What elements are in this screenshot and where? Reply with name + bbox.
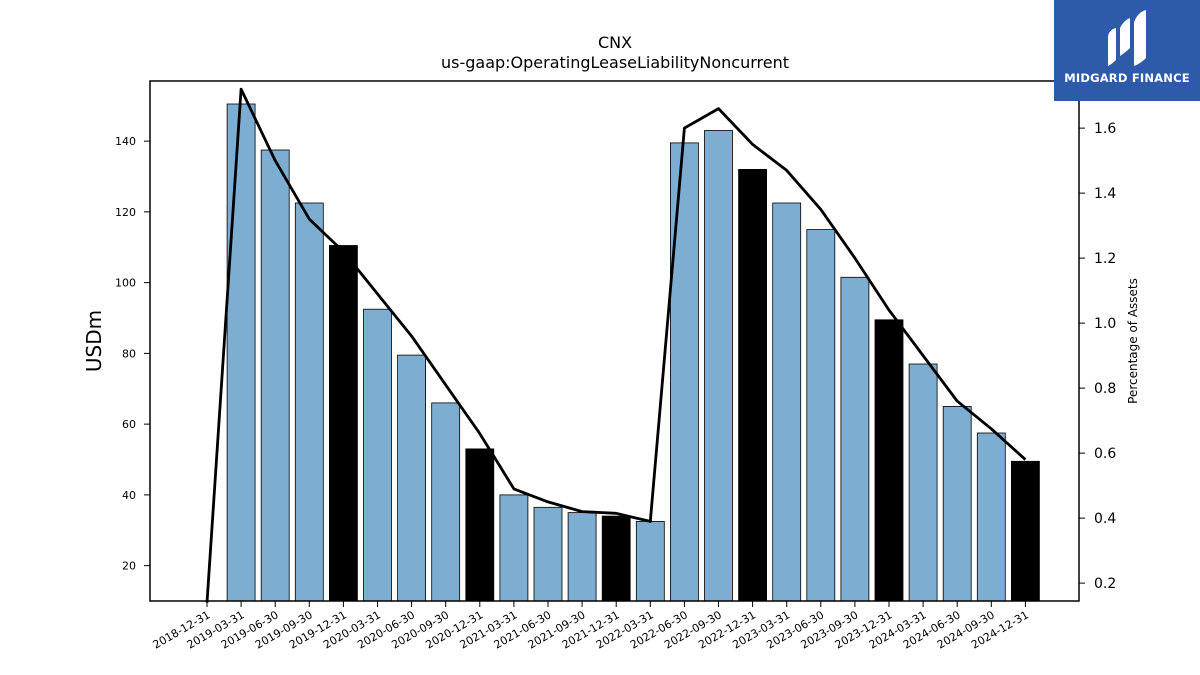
- y2-tick-label-1: 1.0: [1094, 316, 1116, 332]
- bar-2023-03-31: [772, 202, 802, 602]
- bar-2021-06-30: [533, 506, 563, 602]
- bar-2023-09-30: [840, 276, 870, 602]
- bar-2022-06-30: [670, 142, 699, 602]
- logo: MIDGARD FINANCE: [1054, 0, 1200, 101]
- bar-2020-12-31: [465, 448, 495, 602]
- bar-2020-09-30: [431, 402, 461, 602]
- bar-2024-06-30: [942, 405, 972, 602]
- bar-2019-03-31: [226, 103, 256, 602]
- bar-2020-03-31: [363, 308, 392, 602]
- midgard-logo-icon: [1108, 10, 1146, 66]
- y-tick-label-120: 120: [115, 206, 136, 219]
- y2-tick-label-1.2: 1.2: [1094, 251, 1116, 267]
- y-tick-label-140: 140: [115, 135, 136, 148]
- line-group: [205, 87, 1027, 603]
- y-tick-label-60: 60: [122, 418, 136, 431]
- bar-2021-12-31: [601, 515, 631, 602]
- x-axis: 2018-12-312019-03-312019-06-302019-09-30…: [151, 601, 1031, 652]
- bar-2022-03-31: [635, 521, 665, 602]
- plot-frame: [149, 80, 1080, 602]
- bar-2023-06-30: [806, 229, 836, 602]
- y-axis-right: 0.2 0.4 0.6 0.8 1.0 1.2 1.4 1.6: [1079, 121, 1116, 592]
- y-tick-label-40: 40: [122, 489, 136, 502]
- y2-tick-label-0.4: 0.4: [1094, 511, 1116, 527]
- chart-subtitle: us-gaap:OperatingLeaseLiabilityNoncurren…: [441, 53, 789, 72]
- chart-title: CNX: [598, 33, 632, 52]
- y2-tick-label-1.6: 1.6: [1094, 121, 1116, 137]
- bar-2019-12-31: [328, 245, 358, 602]
- bar-2024-09-30: [976, 432, 1006, 602]
- y2-tick-label-0.8: 0.8: [1094, 381, 1116, 397]
- y2-tick-label-0.2: 0.2: [1094, 576, 1116, 592]
- bars-group: [226, 103, 1040, 602]
- bar-2024-03-31: [908, 363, 938, 602]
- y-tick-label-100: 100: [115, 277, 136, 290]
- y-tick-label-20: 20: [122, 560, 136, 573]
- y2-tick-label-0.6: 0.6: [1094, 446, 1116, 462]
- bar-2019-09-30: [294, 202, 324, 602]
- y-axis-left: 20 40 60 80 100 120 140: [115, 135, 150, 573]
- bar-2024-12-31: [1011, 460, 1040, 602]
- bar-2021-03-31: [499, 494, 529, 602]
- bar-2023-12-31: [874, 319, 904, 602]
- bar-2022-12-31: [738, 168, 767, 602]
- y-axis-label: USDm: [82, 310, 106, 372]
- y2-axis-label: Percentage of Assets: [1126, 278, 1140, 404]
- bar-2022-09-30: [704, 130, 733, 602]
- y-tick-label-80: 80: [122, 347, 136, 360]
- series-line-percentage-of-assets: [205, 87, 1027, 603]
- logo-text: MIDGARD FINANCE: [1064, 71, 1190, 85]
- bar-2019-06-30: [260, 149, 290, 602]
- y2-tick-label-1.4: 1.4: [1094, 186, 1116, 202]
- bar-2021-09-30: [567, 512, 597, 602]
- bar-2020-06-30: [397, 354, 427, 602]
